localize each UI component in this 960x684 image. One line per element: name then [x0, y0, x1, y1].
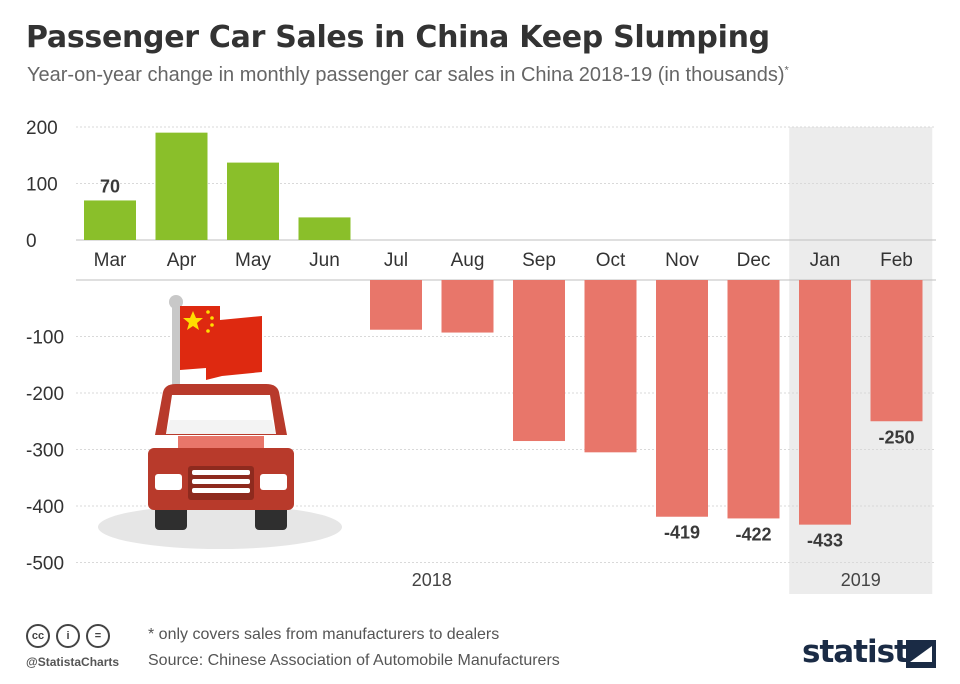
data-label: -433	[807, 531, 843, 551]
x-tick-label: Oct	[596, 250, 626, 271]
x-tick-label: May	[235, 250, 271, 271]
chart-title: Passenger Car Sales in China Keep Slumpi…	[26, 20, 770, 55]
bar-mar	[84, 200, 136, 240]
x-tick-label: Dec	[737, 250, 771, 271]
bar-layer	[84, 132, 923, 525]
y-tick-label: -500	[26, 554, 64, 575]
x-tick-label: Feb	[880, 250, 913, 271]
data-label: -422	[735, 524, 771, 544]
license-icons: cc i =	[26, 624, 110, 648]
x-tick-label: Jul	[384, 250, 408, 271]
chart-subtitle: Year-on-year change in monthly passenger…	[27, 64, 789, 87]
bar-aug	[441, 280, 494, 333]
x-tick-label: Aug	[451, 250, 485, 271]
x-tick-label: Mar	[94, 250, 127, 271]
bar-dec	[727, 280, 780, 519]
y-tick-label: -400	[26, 497, 64, 518]
x-tick-label: Jan	[810, 250, 841, 271]
bar-jul	[370, 280, 422, 330]
attribution-icon: i	[56, 624, 80, 648]
bar-apr	[155, 132, 208, 240]
subtitle-text: Year-on-year change in monthly passenger…	[27, 64, 785, 86]
bar-may	[227, 162, 279, 240]
label-layer: 2018 2019 200 100 0 -100 -200 -300 -400 -500 Mar Ap…	[26, 118, 915, 590]
year-label-2019: 2019	[841, 570, 881, 590]
data-label: -419	[664, 523, 700, 543]
x-tick-label: Nov	[665, 250, 699, 271]
x-tick-label: Jun	[309, 250, 340, 271]
year-label-2018: 2018	[412, 570, 452, 590]
x-tick-label: Sep	[522, 250, 556, 271]
y-tick-label: -100	[26, 328, 64, 349]
data-label: -250	[878, 427, 914, 447]
bar-nov	[656, 280, 708, 517]
grid-layer	[76, 126, 936, 563]
subtitle-footnote-mark: *	[784, 64, 789, 77]
bar-jun	[298, 217, 351, 240]
data-label: 70	[100, 176, 120, 196]
bar-sep	[513, 280, 565, 442]
car-with-china-flag-icon	[98, 295, 342, 549]
y-tick-label: 0	[26, 231, 37, 252]
footnote: * only covers sales from manufacturers t…	[148, 626, 500, 643]
bar-oct	[584, 280, 637, 453]
y-tick-label: -300	[26, 441, 64, 462]
y-tick-label: 200	[26, 118, 58, 139]
statista-logo-icon	[906, 640, 936, 668]
x-tick-label: Apr	[167, 250, 197, 271]
source-note: Source: Chinese Association of Automobil…	[148, 652, 560, 669]
y-tick-label: -200	[26, 384, 64, 405]
y-tick-label: 100	[26, 175, 58, 196]
no-derivatives-icon: =	[86, 624, 110, 648]
statista-handle: @StatistaCharts	[26, 655, 120, 669]
cc-icon: cc	[26, 624, 50, 648]
bar-jan	[799, 280, 851, 525]
bar-feb	[870, 280, 923, 422]
